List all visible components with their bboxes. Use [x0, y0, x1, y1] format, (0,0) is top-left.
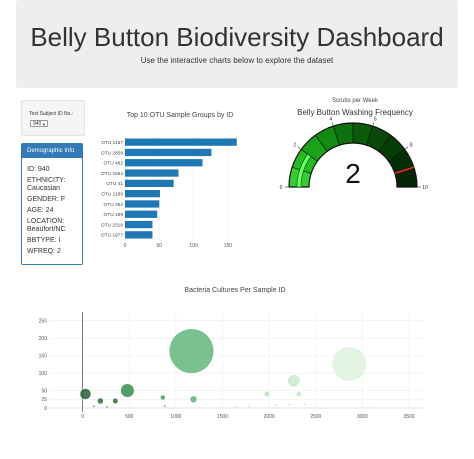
bubble-x-tick-label: 1500: [217, 414, 228, 420]
gauge-tick: [405, 146, 409, 150]
subject-id-value: 940: [33, 121, 42, 127]
chevron-down-icon: ▼: [42, 122, 46, 127]
gauge-tick: [372, 122, 375, 126]
bubble-y-tick-label: 250: [39, 319, 48, 325]
demo-age: AGE: 24: [27, 207, 54, 214]
bubble-mark: [105, 405, 109, 409]
bubble-mark: [247, 405, 250, 409]
bubble-x-tick-label: 2000: [264, 414, 275, 420]
bubble-mark: [97, 397, 104, 405]
otu-bar-chart[interactable]: 0 50 100 150 OTU 1167 OTU 2859 OTU 482 OTU 2264…: [90, 130, 250, 255]
gauge-outline: [288, 122, 418, 188]
bar-category-label: OTU 189: [104, 212, 124, 218]
bar-mark: [125, 231, 153, 239]
bar-category-label: OTU 2859: [101, 150, 123, 156]
bar-mark: [125, 169, 179, 177]
gauge-tick-label: 6: [374, 117, 377, 123]
gauge-tick-label: 2: [293, 143, 296, 149]
header-jumbotron: Belly Button Biodiversity Dashboard Use …: [16, 0, 458, 88]
bar-category-label: OTU 352: [104, 202, 124, 208]
page-subtitle: Use the interactive charts below to expl…: [140, 56, 334, 65]
bubble-mark: [168, 328, 215, 374]
bar-mark: [125, 138, 237, 146]
bubble-mark: [264, 391, 270, 398]
page-title: Belly Button Biodiversity Dashboard: [30, 22, 444, 52]
bubble-x-tick-label: 1000: [170, 414, 181, 420]
demographic-panel-body: ID: 940 ETHNICITY: Caucasian GENDER: F A…: [27, 166, 79, 259]
bubble-y-tick-label: 50: [41, 388, 47, 394]
gauge-tick-label: 0: [280, 185, 283, 191]
demo-wfreq: WFREQ: 2: [27, 248, 61, 255]
bubble-x-tick-label: 3000: [357, 414, 368, 420]
bubble-chart-title: Bacteria Cultures Per Sample ID: [184, 287, 286, 294]
demographic-panel: Demographic Info ID: 940 ETHNICITY: Cauc…: [21, 143, 83, 265]
bubble-mark: [370, 403, 374, 407]
gauge-threshold: [394, 166, 415, 175]
bubble-x-tick-label: 0: [81, 414, 84, 420]
bubble-mark: [163, 404, 167, 408]
bar-category-label: OTU 41: [106, 181, 123, 187]
bubble-x-tick-label: 3500: [403, 414, 414, 420]
bar-mark: [125, 200, 160, 208]
bubble-mark: [120, 383, 135, 398]
bar-mark: [125, 179, 174, 187]
bar-x-tick-label: 100: [189, 243, 198, 249]
demo-ethnicity: ETHNICITY: Caucasian: [27, 177, 66, 192]
bar-category-label: OTU 1167: [101, 140, 123, 146]
gauge-tick-label: 10: [422, 185, 428, 191]
demo-gender: GENDER: F: [27, 196, 66, 203]
gauge-subtitle: Belly Button Washing Frequency: [297, 108, 413, 117]
bubble-y-tick-label: 150: [39, 353, 48, 359]
gauge-value-bar: [296, 153, 312, 188]
gauge-tick-label: 4: [329, 117, 332, 123]
gauge-tick: [331, 122, 334, 126]
bubble-y-tick-label: 25: [41, 397, 47, 403]
subject-selector-label: Test Subject ID No.:: [29, 111, 74, 117]
bar-x-tick-label: 50: [157, 243, 163, 249]
bubble-y-tick-label: 100: [39, 371, 48, 377]
bar-chart-title: Top 10 OTU Sample Groups by ID: [126, 112, 234, 119]
bubble-mark: [295, 391, 302, 398]
bar-mark: [125, 159, 203, 167]
bar-mark: [125, 220, 153, 229]
gauge-tick: [297, 146, 301, 150]
bubble-mark: [92, 405, 96, 408]
bar-category-label: OTU 482: [104, 161, 124, 167]
subject-selector-well: Test Subject ID No.: 940 ▼: [21, 100, 85, 136]
bar-category-label: OTU 2318: [101, 222, 123, 228]
bubble-x-tick-label: 500: [125, 414, 134, 420]
bubble-mark: [288, 402, 292, 407]
subject-id-dropdown[interactable]: 940 ▼: [30, 120, 48, 127]
bar-mark: [125, 210, 158, 218]
demographic-panel-heading: Demographic Info: [22, 144, 82, 158]
bar-x-tick-label: 150: [224, 243, 233, 249]
demo-location: LOCATION: Beaufort/NC: [27, 218, 66, 233]
bubble-x-tick-label: 2500: [310, 414, 321, 420]
gauge-title: Scrubs per Week: [332, 98, 378, 104]
gauge-tick-label: 8: [410, 143, 413, 149]
bubble-mark: [189, 395, 198, 403]
bubble-mark: [112, 398, 119, 405]
gauge-value-number: 2: [345, 158, 361, 189]
wash-frequency-gauge[interactable]: 0 2 4 6 8 10 2: [270, 115, 440, 195]
demo-bbtype: BBTYPE: I: [27, 237, 61, 244]
bubble-mark: [79, 388, 92, 400]
bubble-y-tick-label: 200: [39, 336, 48, 342]
bar-x-tick-label: 0: [124, 243, 127, 249]
bubble-mark: [302, 402, 307, 407]
bubble-y-tick-label: 0: [44, 406, 47, 412]
bubble-mark: [235, 406, 238, 409]
bar-category-label: OTU 1189: [101, 191, 123, 197]
bar-category-label: OTU 1977: [101, 233, 123, 239]
bar-mark: [125, 190, 160, 198]
bar-category-label: OTU 2264: [101, 171, 123, 177]
bubble-mark: [287, 374, 301, 388]
bubble-mark: [160, 394, 166, 401]
bubble-mark: [275, 403, 278, 407]
bar-mark: [125, 148, 212, 157]
demo-id: ID: 940: [27, 166, 50, 173]
bubble-mark: [331, 346, 367, 382]
